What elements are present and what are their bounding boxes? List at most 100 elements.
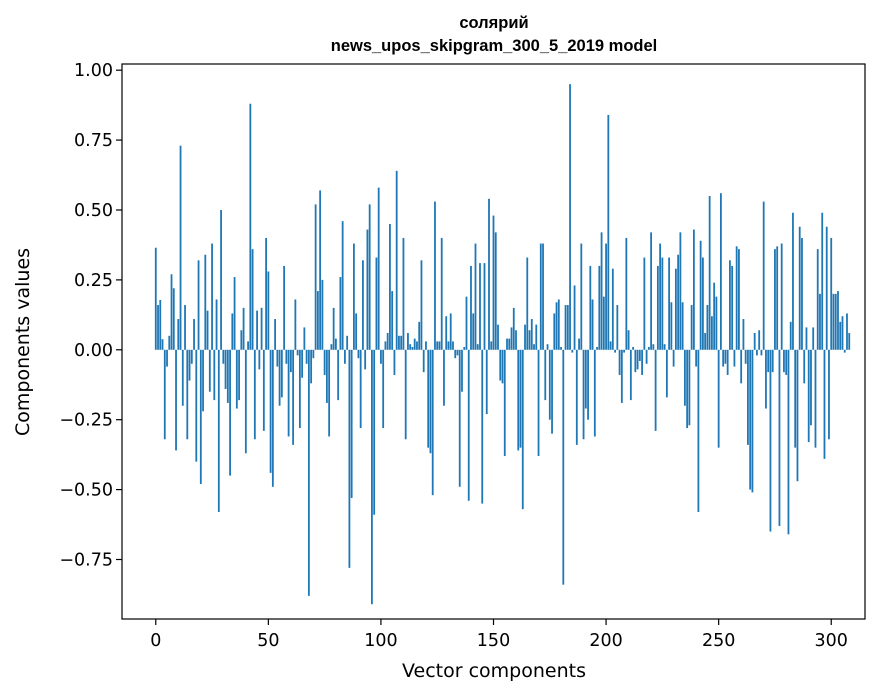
bar [384, 341, 387, 350]
bar [262, 349, 265, 431]
bar [368, 204, 371, 350]
bar [233, 277, 236, 350]
y-tick-label: 0.75 [74, 131, 113, 151]
bar [418, 321, 421, 350]
bar [620, 349, 623, 403]
y-axis-label: Components values [12, 248, 34, 436]
bar [744, 349, 747, 364]
bar [587, 349, 589, 420]
y-tick-label: 0.25 [74, 271, 113, 291]
bar [215, 299, 218, 350]
bar [828, 349, 830, 440]
bar [235, 349, 238, 409]
bar [186, 349, 189, 440]
bar [181, 349, 184, 406]
bar [652, 344, 655, 350]
bar [801, 237, 803, 350]
bar [713, 282, 716, 350]
bar [353, 243, 355, 350]
bar [548, 349, 551, 420]
bar [427, 349, 430, 448]
bar [154, 247, 157, 350]
y-axis-ticks: −0.75 −0.50 −0.25 0.00 0.25 0.50 0.75 1.00 [59, 61, 122, 570]
bar [582, 349, 585, 440]
bar [197, 260, 200, 350]
y-tick-label: 0.50 [74, 201, 113, 221]
y-tick-label: 1.00 [74, 61, 113, 81]
bar [593, 349, 596, 437]
bar [287, 349, 290, 437]
bar [533, 344, 535, 350]
bar [323, 349, 326, 375]
bar [715, 296, 718, 350]
bar [627, 330, 630, 350]
bar [729, 260, 731, 350]
bar [515, 330, 517, 350]
bar [382, 349, 385, 429]
bar [425, 341, 427, 350]
bar [758, 330, 761, 350]
bar [445, 316, 448, 350]
x-tick-label: 100 [364, 631, 397, 651]
bar [623, 349, 625, 353]
bar [742, 319, 745, 350]
bar [193, 319, 195, 350]
bar [175, 349, 177, 451]
bar [199, 349, 202, 485]
bar [285, 349, 288, 364]
bar [431, 349, 434, 496]
y-tick-label: −0.50 [59, 481, 113, 501]
bar [670, 302, 673, 350]
bar [443, 349, 445, 406]
bar [467, 349, 470, 501]
bar [389, 223, 391, 350]
bar [357, 349, 360, 359]
bar [819, 293, 821, 350]
bar [422, 349, 425, 373]
bar [211, 243, 213, 350]
bar [508, 338, 511, 350]
bar [265, 237, 267, 350]
bar [339, 277, 342, 350]
bar [208, 349, 211, 392]
y-tick-label: 0.00 [74, 341, 113, 361]
bar [337, 349, 340, 401]
bar [704, 333, 707, 350]
chart-title: солярий [459, 14, 528, 32]
bar [846, 313, 848, 350]
bar [697, 349, 700, 512]
bar [267, 271, 270, 350]
bar [596, 346, 598, 350]
bar [645, 349, 648, 364]
bar [535, 324, 538, 350]
bar [605, 243, 607, 350]
bar [821, 212, 824, 350]
bar [325, 349, 328, 403]
bar [488, 198, 490, 350]
bar [242, 307, 245, 350]
bar [679, 232, 682, 350]
y-tick-label: −0.75 [59, 550, 113, 570]
bar [476, 344, 479, 350]
bar [330, 344, 333, 350]
bar [735, 246, 738, 350]
bar [224, 349, 227, 389]
bar [179, 145, 182, 350]
bar [517, 349, 520, 451]
bar [789, 321, 792, 350]
bar [220, 209, 222, 350]
bar [510, 327, 513, 350]
bar [780, 243, 783, 350]
bar [332, 307, 335, 350]
bar [683, 349, 686, 406]
bar [774, 249, 776, 350]
x-axis-ticks: 0 50 100 150 200 250 300 [150, 619, 848, 651]
bar [665, 349, 668, 398]
y-tick-label: −0.25 [59, 411, 113, 431]
bar [654, 349, 657, 431]
bar [562, 349, 565, 585]
bar [814, 349, 817, 448]
bar [364, 349, 367, 370]
bar [447, 341, 450, 350]
bar [708, 196, 711, 350]
